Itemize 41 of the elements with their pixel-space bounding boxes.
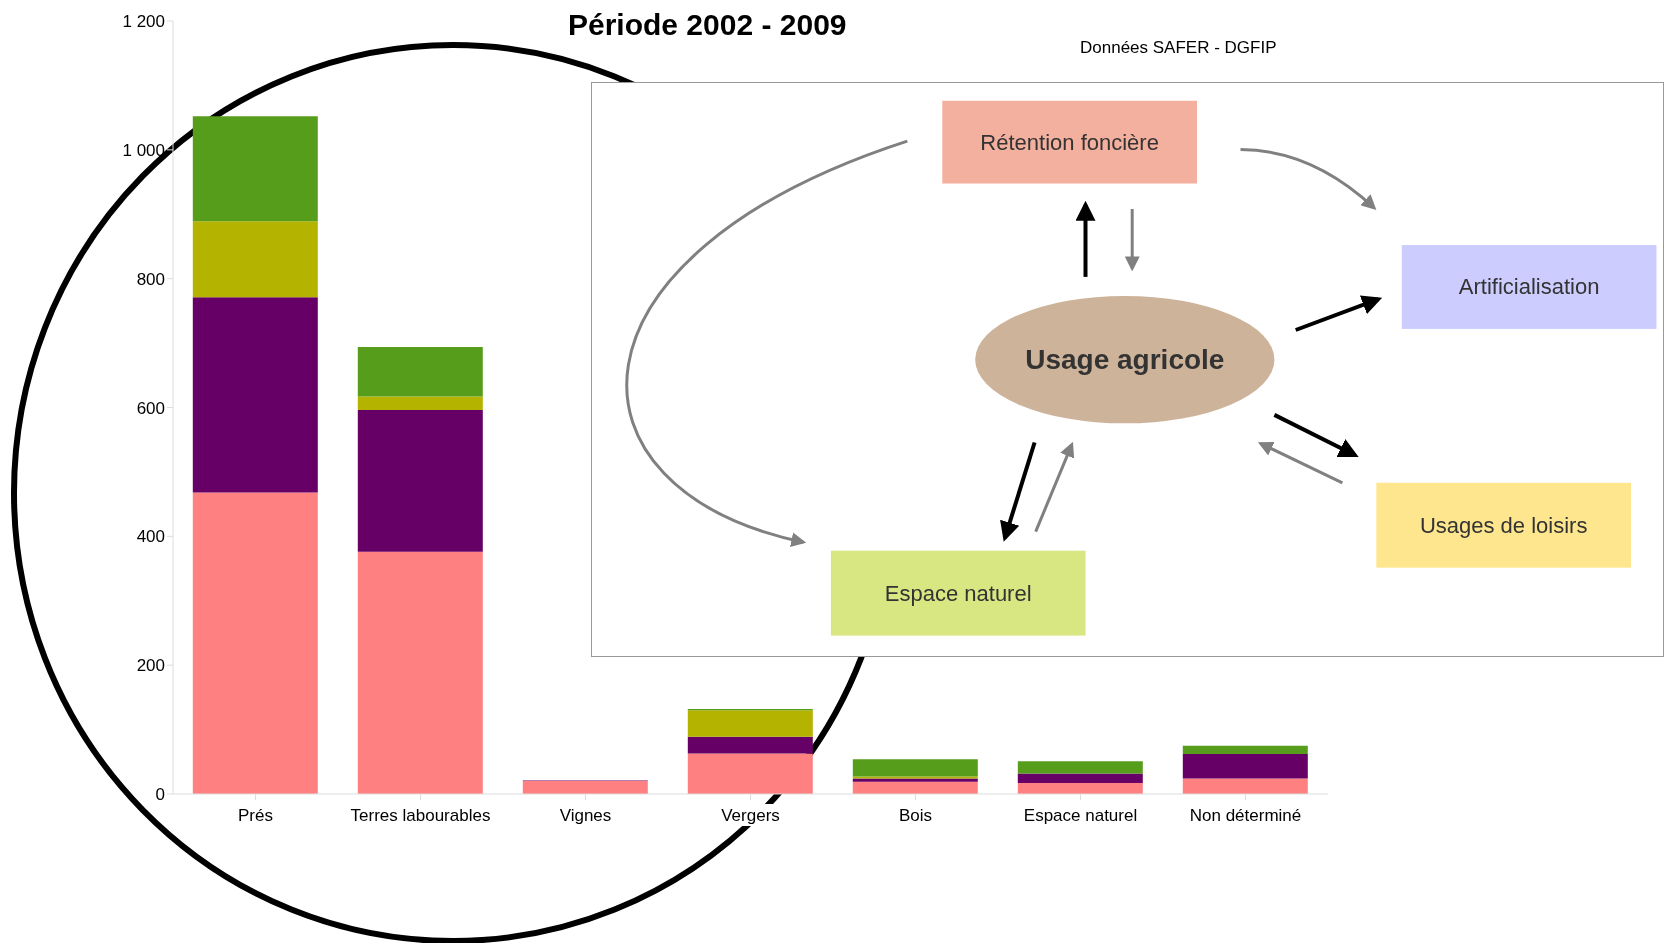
annotation: Rétention foncière (980, 129, 1159, 155)
bar (687, 753, 813, 794)
bar (357, 396, 483, 411)
y-tick-label: 200 (136, 656, 165, 676)
bar (522, 781, 648, 794)
bar (687, 736, 813, 754)
x-tick-label: Vergers (721, 806, 780, 825)
bar (192, 116, 318, 222)
annotation: Données SAFER - DGFIP (1080, 38, 1277, 58)
x-tick-label: Bois (898, 806, 933, 825)
bar (357, 551, 483, 794)
y-tick-label: 1 000 (122, 140, 165, 160)
bar (357, 410, 483, 552)
x-tick-label: Terres labourables (350, 806, 491, 825)
bar (1017, 761, 1143, 774)
chart-title: Période 2002 - 2009 (568, 8, 847, 42)
x-tick-label: Espace naturel (1023, 806, 1138, 825)
x-tick-label: Non déterminé (1189, 806, 1302, 825)
annotation: Espace naturel (884, 580, 1032, 606)
text: Artificialisation (1458, 274, 1600, 300)
bar (357, 346, 483, 397)
x-tick-label: Prés (238, 806, 273, 825)
bar (1017, 773, 1143, 784)
y-tick-label: 1 200 (122, 12, 165, 32)
bar (1182, 745, 1308, 755)
text: Usages de loisirs (1419, 512, 1588, 538)
y-tick-label: 600 (136, 398, 165, 418)
annotation: Usage agricole (1025, 344, 1225, 376)
bar (1182, 778, 1308, 794)
bar (852, 759, 978, 777)
bar (852, 781, 978, 794)
y-tick-label: 400 (136, 527, 165, 547)
y-tick-label: 0 (155, 785, 165, 805)
bar (1017, 783, 1143, 794)
bar (192, 221, 318, 298)
bar (192, 492, 318, 794)
x-tick-label: Vignes (559, 806, 612, 825)
bar (192, 297, 318, 493)
bar (687, 710, 813, 737)
bar (1182, 754, 1308, 779)
y-tick-label: 800 (136, 269, 165, 289)
